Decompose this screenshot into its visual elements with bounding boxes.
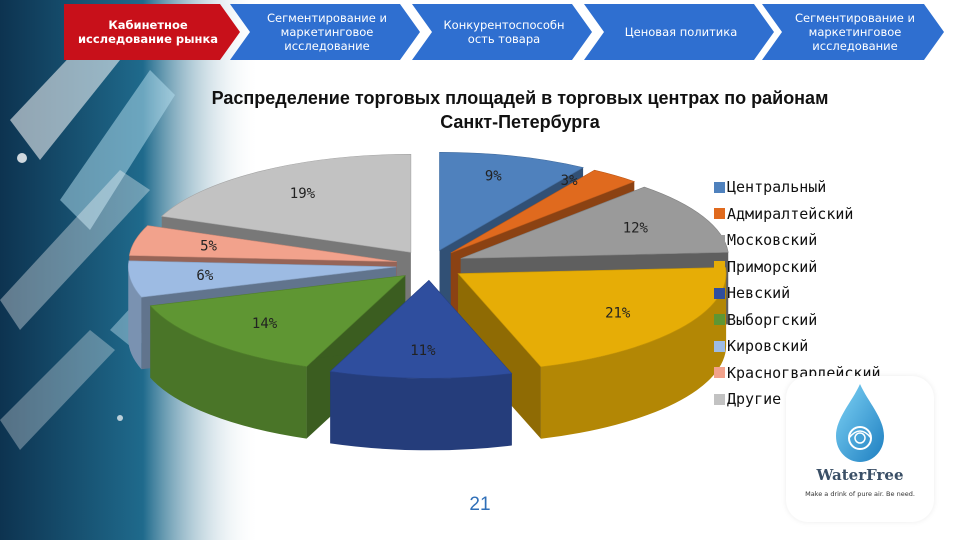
data-label: 14% bbox=[252, 316, 278, 332]
legend-swatch bbox=[714, 340, 725, 352]
legend-swatch bbox=[714, 367, 725, 379]
data-label: 12% bbox=[623, 220, 649, 236]
pie-slice-Невский bbox=[329, 279, 513, 379]
pie-slice-Адмиралтейский bbox=[450, 169, 636, 254]
legend-label: Адмиралтейский bbox=[727, 204, 854, 223]
legend-label: Московский bbox=[727, 231, 818, 250]
data-label: 11% bbox=[410, 343, 436, 359]
legend-swatch bbox=[714, 234, 725, 246]
legend-label: Невский bbox=[727, 284, 791, 303]
page-number: 21 bbox=[469, 494, 491, 515]
pie-slice-Другие районы bbox=[161, 154, 412, 253]
legend-swatch bbox=[714, 314, 725, 326]
legend-item: Невский bbox=[714, 280, 881, 307]
nav-step-competitiveness[interactable]: Конкурентоспособн ость товара bbox=[412, 4, 592, 60]
pie-slice-Кировский bbox=[128, 260, 397, 298]
logo-wordmark: WaterFree bbox=[816, 466, 904, 484]
chart-title: Распределение торговых площадей в торгов… bbox=[211, 88, 829, 132]
logo-tagline: Make a drink of pure air. Be need. bbox=[805, 490, 915, 498]
nav-step-desk-research[interactable]: Кабинетное исследование рынка bbox=[64, 4, 240, 60]
pie-slice-wall bbox=[128, 266, 142, 370]
legend-swatch bbox=[714, 393, 725, 405]
legend-item: Московский bbox=[714, 227, 881, 254]
data-label: 21% bbox=[605, 305, 631, 321]
chevron-shape bbox=[230, 4, 420, 60]
legend-swatch bbox=[714, 261, 725, 273]
chevron-shape bbox=[64, 4, 240, 60]
pie-slice-Приморский bbox=[457, 267, 727, 368]
legend-item: Кировский bbox=[714, 333, 881, 360]
chevron-shape bbox=[584, 4, 774, 60]
process-navigation: Кабинетное исследование рынка Сегментиро… bbox=[0, 0, 960, 62]
nav-step-pricing[interactable]: Ценовая политика bbox=[584, 4, 774, 60]
pie-slice-Московский bbox=[460, 186, 729, 259]
pie-slice-side bbox=[458, 273, 541, 439]
data-label: 3% bbox=[561, 173, 578, 189]
data-label: 9% bbox=[485, 169, 502, 185]
nav-step-label: Сегментирование и маркетинговое исследов… bbox=[795, 11, 915, 53]
chevron-shape bbox=[412, 4, 592, 60]
data-label: 6% bbox=[196, 268, 213, 284]
nav-step-label: Конкурентоспособн ость товара bbox=[443, 18, 565, 46]
nav-step-label: Ценовая политика bbox=[624, 25, 738, 39]
legend-swatch bbox=[714, 181, 725, 193]
legend-item: Приморский bbox=[714, 254, 881, 281]
data-label: 5% bbox=[200, 238, 217, 254]
legend-swatch bbox=[714, 287, 725, 299]
nav-step-segmentation-1[interactable]: Сегментирование и маркетинговое исследов… bbox=[230, 4, 420, 60]
nav-step-segmentation-2[interactable]: Сегментирование и маркетинговое исследов… bbox=[762, 4, 944, 60]
legend-item: Выборгский bbox=[714, 307, 881, 334]
pie-slice-Центральный bbox=[439, 152, 584, 251]
legend-swatch bbox=[714, 208, 725, 220]
pie-slice-wall bbox=[540, 273, 727, 439]
nav-step-label: Сегментирование и маркетинговое исследов… bbox=[267, 11, 387, 53]
legend-label: Кировский bbox=[727, 337, 809, 356]
legend-item: Адмиралтейский bbox=[714, 201, 881, 228]
nav-step-label: Кабинетное исследование рынка bbox=[77, 18, 219, 46]
chevron-shape bbox=[762, 4, 944, 60]
data-label: 19% bbox=[290, 186, 316, 202]
waterfree-logo: WaterFree Make a drink of pure air. Be n… bbox=[786, 376, 934, 522]
pie-slice-Красногвардейский bbox=[128, 225, 397, 262]
pie-slice-wall bbox=[330, 371, 512, 451]
legend-label: Выборгский bbox=[727, 310, 818, 329]
water-drop-icon bbox=[836, 384, 884, 462]
pie-slice-wall bbox=[150, 305, 307, 439]
legend-label: Приморский bbox=[727, 257, 818, 276]
legend-label: Центральный bbox=[727, 178, 827, 197]
pie-slice-Выборгский bbox=[149, 275, 407, 367]
legend-item: Центральный bbox=[714, 174, 881, 201]
